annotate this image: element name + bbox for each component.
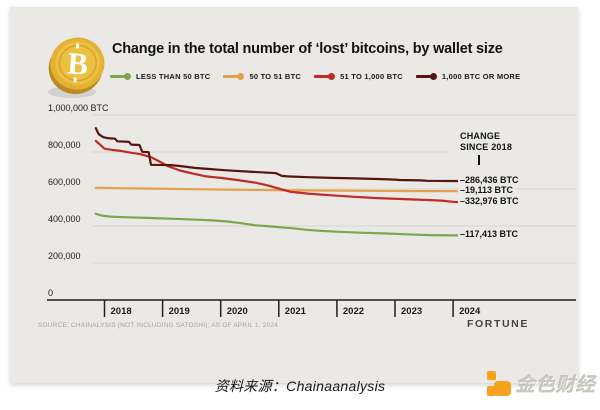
legend-label: LESS THAN 50 BTC [136, 72, 211, 81]
caption-source-text: 资料来源：Chainaanalysis [214, 378, 386, 394]
x-axis-label: 2019 [169, 306, 190, 317]
chart-legend: LESS THAN 50 BTC 50 TO 51 BTC 51 TO 1,000 … [110, 72, 570, 81]
legend-marker-dot [237, 73, 245, 80]
annotation-pointer-tick [478, 155, 480, 165]
legend-marker-dot [124, 73, 131, 80]
legend-marker-line [415, 75, 432, 78]
change-annotation: –19,113 BTC [458, 184, 517, 196]
x-axis-label: 2018 [111, 306, 132, 317]
series-line [94, 212, 463, 237]
jinse-logo-icon [486, 370, 512, 397]
legend-marker-line [110, 75, 126, 78]
y-axis-label: 400,000 [48, 214, 81, 224]
legend-label: 1,000 BTC OR MORE [441, 72, 521, 81]
y-axis-label: 0 [48, 288, 53, 298]
legend-item: 1,000 BTC OR MORE [415, 72, 521, 81]
change-since-2018-header: CHANGE SINCE 2018 [457, 130, 516, 154]
legend-label: 51 TO 1,000 BTC [340, 72, 403, 81]
legend-item: 51 TO 1,000 BTC [314, 72, 403, 81]
legend-marker-dot [429, 73, 437, 80]
change-annotation: –286,436 BTC [458, 174, 522, 186]
source-note: SOURCE: CHAINALYSIS (NOT INCLUDING SATOS… [38, 322, 279, 329]
bitcoin-b-glyph: B [66, 45, 89, 81]
series-line [94, 127, 463, 183]
annotation-header-line1: CHANGE [460, 131, 501, 141]
y-axis-label: 200,000 [48, 251, 81, 261]
x-axis-label: 2023 [401, 306, 422, 317]
legend-item: 50 TO 51 BTC [223, 72, 301, 81]
series-line [94, 139, 463, 204]
y-axis-label: 600,000 [48, 177, 81, 187]
legend-label: 50 TO 51 BTC [249, 72, 302, 81]
fortune-logo: FORTUNE [467, 318, 529, 330]
change-annotation: –117,413 BTC [458, 229, 522, 240]
legend-marker-line [223, 75, 240, 78]
jinse-logo-text: 金色财经 [515, 375, 596, 396]
change-annotation: –332,976 BTC [458, 195, 522, 207]
series-line [94, 186, 463, 193]
legend-marker-line [314, 75, 331, 78]
bitcoin-coin-icon: B [48, 37, 105, 98]
x-axis-label: 2020 [227, 306, 248, 317]
page-title: Change in the total number of ‘lost’ bit… [112, 41, 503, 57]
legend-marker-dot [328, 73, 336, 80]
x-axis-label: 2024 [459, 306, 481, 317]
lost-bitcoins-line-chart: 0 200,000 400,000 600,000 800,000 1,000,000 B… [47, 103, 576, 317]
legend-item: LESS THAN 50 BTC [110, 72, 210, 81]
y-axis-label: 1,000,000 BTC [48, 103, 109, 113]
x-axis-label: 2021 [285, 306, 307, 317]
annotation-header-line2: SINCE 2018 [460, 142, 513, 152]
x-axis-label: 2022 [343, 306, 364, 317]
jinse-finance-logo: 金色财经 [486, 370, 596, 397]
y-axis-label: 800,000 [48, 140, 81, 150]
